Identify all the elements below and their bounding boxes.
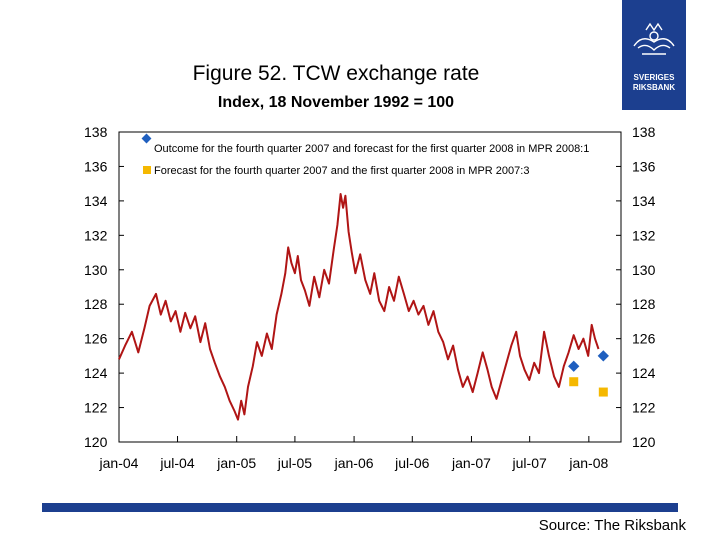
y-tick-label-right: 138 (632, 124, 656, 140)
x-tick-label: jul-06 (394, 455, 429, 471)
y-tick-label-right: 136 (632, 158, 656, 174)
y-tick-label-right: 126 (632, 331, 656, 347)
x-tick-label: jul-05 (277, 455, 312, 471)
y-tick-label-left: 124 (84, 365, 108, 381)
y-tick-label-left: 120 (84, 434, 108, 450)
y-tick-label-left: 122 (84, 400, 108, 416)
x-tick-label: jan-04 (99, 455, 139, 471)
legend-square-marker (143, 166, 151, 174)
plot-frame (118, 131, 622, 443)
riksbank-logo: SVERIGES RIKSBANK (622, 0, 686, 110)
x-tick-label: jan-06 (334, 455, 374, 471)
forecast-square-point-1 (598, 387, 608, 397)
y-tick-label-left: 134 (84, 193, 108, 209)
y-tick-label-right: 128 (632, 296, 656, 312)
logo-text-line-2: RIKSBANK (633, 83, 675, 92)
y-tick-label-left: 126 (84, 331, 108, 347)
outcome-diamond-point-0 (568, 360, 580, 372)
y-tick-label-left: 138 (84, 124, 108, 140)
x-tick-label: jan-08 (568, 455, 608, 471)
x-tick-label: jul-07 (512, 455, 547, 471)
y-tick-label-left: 132 (84, 227, 108, 243)
y-tick-label-right: 134 (632, 193, 656, 209)
y-tick-label-right: 122 (632, 400, 656, 416)
forecast-square-point-0 (569, 377, 579, 387)
legend-label-forecast: Forecast for the fourth quarter 2007 and… (154, 165, 529, 177)
outcome-diamond-point-1 (597, 350, 609, 362)
logo-text-line-1: SVERIGES (634, 73, 676, 82)
y-tick-label-right: 124 (632, 365, 656, 381)
footer-bar (42, 503, 678, 512)
legend-label-outcome: Outcome for the fourth quarter 2007 and … (154, 143, 589, 155)
chart-svg: Outcome for the fourth quarter 2007 and … (84, 124, 656, 471)
y-tick-label-left: 128 (84, 296, 108, 312)
y-tick-label-right: 132 (632, 227, 656, 243)
chart-title: Figure 52. TCW exchange rate (192, 62, 480, 85)
y-tick-label-left: 136 (84, 158, 108, 174)
exchange-rate-line (118, 193, 600, 421)
y-tick-label-left: 130 (84, 262, 108, 278)
x-tick-label: jan-05 (216, 455, 256, 471)
chart-subtitle: Index, 18 November 1992 = 100 (217, 94, 455, 111)
x-tick-label: jan-07 (451, 455, 491, 471)
y-tick-label-right: 130 (632, 262, 656, 278)
legend: Outcome for the fourth quarter 2007 and … (141, 133, 589, 177)
x-tick-label: jul-04 (159, 455, 194, 471)
legend-diamond-marker (141, 133, 152, 144)
y-tick-label-right: 120 (632, 434, 656, 450)
source-note: Source: The Riksbank (538, 517, 686, 534)
